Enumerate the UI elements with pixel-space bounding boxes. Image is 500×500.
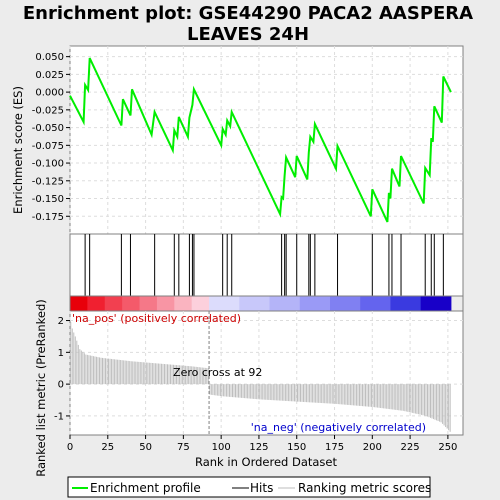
colorbar-segment	[156, 296, 175, 311]
rank-y-tick-label: 2	[58, 316, 64, 327]
es-tick-label: 0.025	[35, 70, 64, 81]
positive-correlation-label: 'na_pos' (positively correlated)	[72, 312, 241, 325]
rank-x-tick-label: 200	[363, 442, 382, 453]
colorbar-segment	[390, 296, 422, 311]
legend-box	[67, 476, 431, 498]
es-tick-label: -0.075	[32, 141, 64, 152]
rank-x-tick-label: 0	[67, 442, 73, 453]
colorbar-segment	[70, 296, 88, 311]
legend-enrichment-label: Enrichment profile	[90, 481, 201, 495]
es-yticks: 0.050 0.025 0.000 -0.025 -0.050 -0.075 -0.100 -…	[32, 52, 70, 223]
es-tick-label: -0.125	[32, 176, 64, 187]
legend-ranking-label: Ranking metric scores	[298, 481, 431, 495]
colorbar-segment	[420, 296, 452, 311]
rank-plot-area	[69, 310, 464, 436]
hit-marks	[84, 234, 444, 296]
rank-x-tick-label: 50	[139, 442, 152, 453]
colorbar-segment	[104, 296, 123, 311]
es-tick-label: -0.150	[32, 194, 64, 205]
es-tick-label: -0.100	[32, 159, 64, 170]
es-tick-label: 0.000	[35, 88, 64, 99]
es-axis-label: Enrichment score (ES)	[11, 86, 25, 214]
rank-y-axis-label: Ranked list metric (PreRanked)	[34, 299, 48, 477]
es-tick-label: -0.025	[32, 105, 64, 116]
colorbar-segment	[122, 296, 141, 311]
colorbar-segment	[299, 296, 331, 311]
rank-x-axis-label: Rank in Ordered Dataset	[195, 455, 338, 469]
enrichment-profile-line	[69, 57, 452, 223]
rank-grid	[69, 311, 463, 435]
rank-x-tick-label: 25	[101, 442, 114, 453]
colorbar-segment	[191, 296, 210, 311]
rank-x-tick-label: 75	[177, 442, 190, 453]
rank-x-tick-label: 250	[438, 442, 457, 453]
es-tick-label: -0.175	[32, 212, 64, 223]
rank-x-tick-label: 225	[401, 442, 420, 453]
colorbar-segment	[139, 296, 158, 311]
es-tick-label: 0.050	[35, 52, 64, 63]
rank-x-tick-label: 150	[287, 442, 306, 453]
colorbar-segment	[87, 296, 106, 311]
colorbar-segment	[174, 296, 193, 311]
zero-cross-label: Zero cross at 92	[173, 366, 262, 379]
rank-xticks: 0 25 50 75 100 125 150 175 200 225 250	[67, 435, 457, 453]
colorbar-segment	[360, 296, 391, 311]
rank-x-tick-label: 100	[212, 442, 231, 453]
negative-correlation-label: 'na_neg' (negatively correlated)	[251, 421, 426, 434]
colorbar-segment	[209, 296, 240, 311]
es-plot-area	[69, 45, 464, 235]
es-tick-label: -0.050	[32, 123, 64, 134]
rank-y-tick-label: -1	[54, 411, 64, 422]
chart-title-line2: LEAVES 24H	[187, 24, 309, 45]
rank-yticks: 2 1 0 -1	[54, 316, 70, 422]
rank-x-tick-label: 175	[325, 442, 344, 453]
hits-area	[69, 233, 464, 297]
ranking-metric-bars	[70, 322, 451, 432]
rank-y-tick-label: 0	[58, 380, 64, 391]
es-grid	[69, 46, 463, 234]
rank-x-tick-label: 125	[249, 442, 268, 453]
colorbar-segment	[269, 296, 301, 311]
colorbar-segment	[329, 296, 361, 311]
legend-hits-label: Hits	[250, 481, 273, 495]
rank-color-bar	[69, 295, 464, 312]
rank-y-tick-label: 1	[58, 348, 64, 359]
colorbar-segment	[239, 296, 271, 311]
chart-title-line1: Enrichment plot: GSE44290 PACA2 AASPERA	[23, 3, 473, 24]
